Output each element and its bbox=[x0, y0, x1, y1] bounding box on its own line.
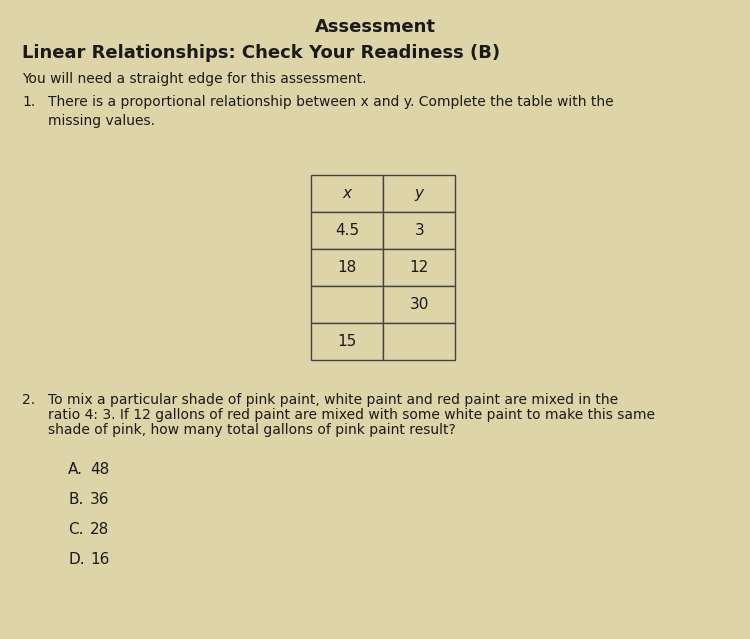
Text: 18: 18 bbox=[338, 260, 357, 275]
Bar bbox=[311, 323, 383, 360]
Text: 12: 12 bbox=[410, 260, 429, 275]
Text: 16: 16 bbox=[90, 552, 110, 567]
Text: 4.5: 4.5 bbox=[335, 223, 359, 238]
Bar bbox=[311, 249, 383, 286]
Text: C.: C. bbox=[68, 522, 83, 537]
Text: shade of pink, how many total gallons of pink paint result?: shade of pink, how many total gallons of… bbox=[48, 423, 456, 437]
Text: Assessment: Assessment bbox=[314, 18, 436, 36]
Text: B.: B. bbox=[68, 492, 83, 507]
Text: Linear Relationships: Check Your Readiness (B): Linear Relationships: Check Your Readine… bbox=[22, 44, 500, 62]
Text: 36: 36 bbox=[90, 492, 110, 507]
Text: ratio 4: 3. If 12 gallons of red paint are mixed with some white paint to make t: ratio 4: 3. If 12 gallons of red paint a… bbox=[48, 408, 655, 422]
Bar bbox=[311, 175, 383, 212]
Text: 30: 30 bbox=[410, 297, 429, 312]
Text: y: y bbox=[415, 186, 424, 201]
Bar bbox=[311, 286, 383, 323]
Text: 1.: 1. bbox=[22, 95, 35, 109]
Bar bbox=[383, 286, 455, 323]
Text: 3: 3 bbox=[414, 223, 424, 238]
Text: You will need a straight edge for this assessment.: You will need a straight edge for this a… bbox=[22, 72, 367, 86]
Bar bbox=[383, 323, 455, 360]
Text: D.: D. bbox=[68, 552, 85, 567]
Text: x: x bbox=[343, 186, 352, 201]
Text: 28: 28 bbox=[90, 522, 110, 537]
Text: 2.: 2. bbox=[22, 393, 35, 407]
Text: 48: 48 bbox=[90, 462, 110, 477]
Text: 15: 15 bbox=[338, 334, 357, 349]
Bar bbox=[383, 175, 455, 212]
Text: There is a proportional relationship between x and y. Complete the table with th: There is a proportional relationship bet… bbox=[48, 95, 614, 128]
Bar bbox=[383, 249, 455, 286]
Text: A.: A. bbox=[68, 462, 83, 477]
Bar bbox=[311, 212, 383, 249]
Bar bbox=[383, 212, 455, 249]
Text: To mix a particular shade of pink paint, white paint and red paint are mixed in : To mix a particular shade of pink paint,… bbox=[48, 393, 618, 407]
